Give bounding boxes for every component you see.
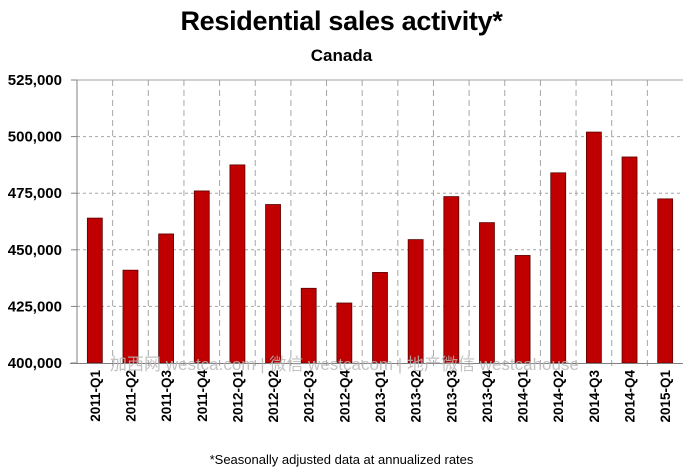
axes	[70, 79, 683, 364]
x-tick-label: 2013-Q2	[409, 370, 424, 423]
bar-2011-Q3	[158, 233, 175, 364]
bar-2014-Q3	[585, 131, 602, 364]
y-tick-label: 450,000	[8, 242, 62, 259]
footnote: *Seasonally adjusted data at annualized …	[209, 452, 474, 467]
x-tick-label: 2011-Q2	[123, 370, 138, 422]
grid-lines	[71, 79, 683, 368]
x-tick-label: 2013-Q1	[373, 370, 388, 423]
x-tick-label: 2014-Q2	[551, 370, 566, 423]
chart-title: Residential sales activity*	[180, 6, 503, 36]
x-tick-label: 2012-Q3	[302, 370, 317, 423]
x-tick-label: 2015-Q1	[658, 370, 673, 423]
bar-2013-Q2	[407, 239, 424, 364]
y-tick-label: 400,000	[8, 355, 62, 372]
bar-2014-Q2	[550, 172, 567, 364]
bar-2014-Q4	[621, 156, 638, 364]
bar-2012-Q4	[336, 302, 353, 364]
bars	[86, 131, 674, 364]
bar-2014-Q1	[514, 255, 531, 364]
bar-2013-Q1	[372, 272, 388, 364]
bar-2012-Q3	[300, 287, 317, 364]
y-tick-label: 500,000	[8, 129, 62, 146]
chart-subtitle: Canada	[310, 46, 373, 65]
x-tick-label: 2011-Q1	[88, 370, 103, 422]
bar-2013-Q3	[443, 196, 460, 364]
y-tick-label: 525,000	[8, 72, 62, 89]
x-tick-labels: 2011-Q1 2011-Q2 2011-Q3 2011-Q4 2012-Q1 2012-…	[88, 370, 673, 423]
watermark-text: 加西网 westca.com | 微信 westcacom | 地产微信 wes…	[110, 355, 579, 374]
x-tick-label: 2014-Q1	[516, 370, 531, 423]
x-tick-label: 2014-Q4	[623, 370, 638, 423]
y-tick-label: 425,000	[8, 298, 62, 315]
bar-2011-Q1	[86, 217, 103, 364]
x-tick-label: 2012-Q2	[266, 370, 281, 423]
bar-2012-Q2	[265, 204, 281, 364]
bar-2011-Q4	[193, 190, 210, 364]
x-tick-label: 2014-Q3	[587, 370, 602, 423]
bar-2012-Q1	[229, 164, 246, 364]
x-tick-label: 2012-Q1	[230, 370, 245, 423]
x-tick-label: 2013-Q4	[480, 370, 495, 423]
x-tick-label: 2012-Q4	[337, 370, 352, 423]
bar-2015-Q1	[657, 198, 674, 364]
y-tick-label: 475,000	[8, 185, 62, 202]
x-tick-label: 2011-Q3	[159, 370, 174, 422]
x-tick-label: 2011-Q4	[195, 370, 210, 422]
bar-2011-Q2	[122, 269, 139, 364]
x-tick-label: 2013-Q3	[444, 370, 459, 423]
y-tick-labels: 400,000 425,000 450,000 475,000 500,000 525,0…	[8, 72, 62, 372]
bar-2013-Q4	[479, 222, 495, 364]
